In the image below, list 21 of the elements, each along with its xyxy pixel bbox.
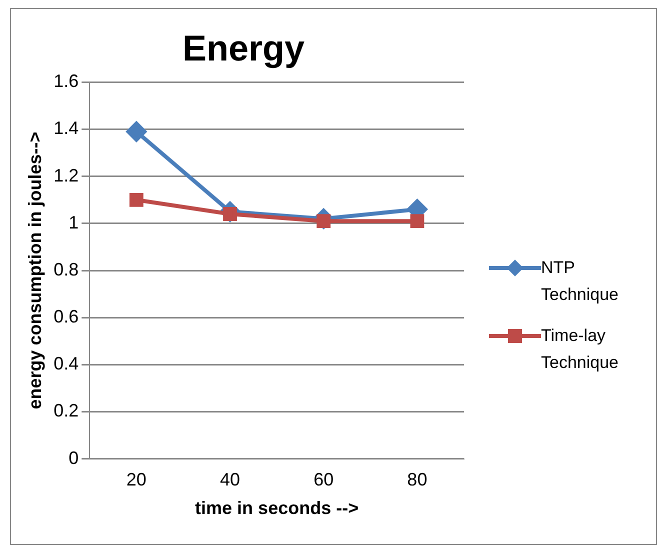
y-tick-label: 0.2 bbox=[54, 400, 79, 421]
x-axis-title: time in seconds --> bbox=[195, 498, 359, 518]
x-tick-label: 40 bbox=[220, 470, 240, 490]
y-tick-label: 0.6 bbox=[54, 306, 79, 327]
chart-title: Energy bbox=[182, 28, 305, 69]
point bbox=[410, 214, 424, 228]
x-tick-label: 80 bbox=[407, 470, 428, 490]
y-axis-title: energy consumption in joules--> bbox=[24, 132, 45, 410]
y-tick-label: 1.6 bbox=[54, 71, 79, 92]
legend-label: NTP Technique bbox=[541, 257, 620, 306]
x-tick-label: 60 bbox=[314, 470, 334, 490]
y-tick-label: 1.2 bbox=[54, 165, 79, 186]
y-tick-label: 0.8 bbox=[54, 259, 79, 280]
x-tick-label: 20 bbox=[126, 470, 146, 490]
legend-label: Time-lay Technique bbox=[541, 325, 620, 374]
y-tick-label: 1 bbox=[68, 212, 79, 232]
point bbox=[129, 192, 144, 207]
y-tick-label: 1.4 bbox=[54, 118, 79, 138]
y-tick-label: 0 bbox=[68, 448, 79, 468]
point bbox=[126, 122, 146, 142]
y-tick-label: 0.4 bbox=[54, 354, 79, 374]
